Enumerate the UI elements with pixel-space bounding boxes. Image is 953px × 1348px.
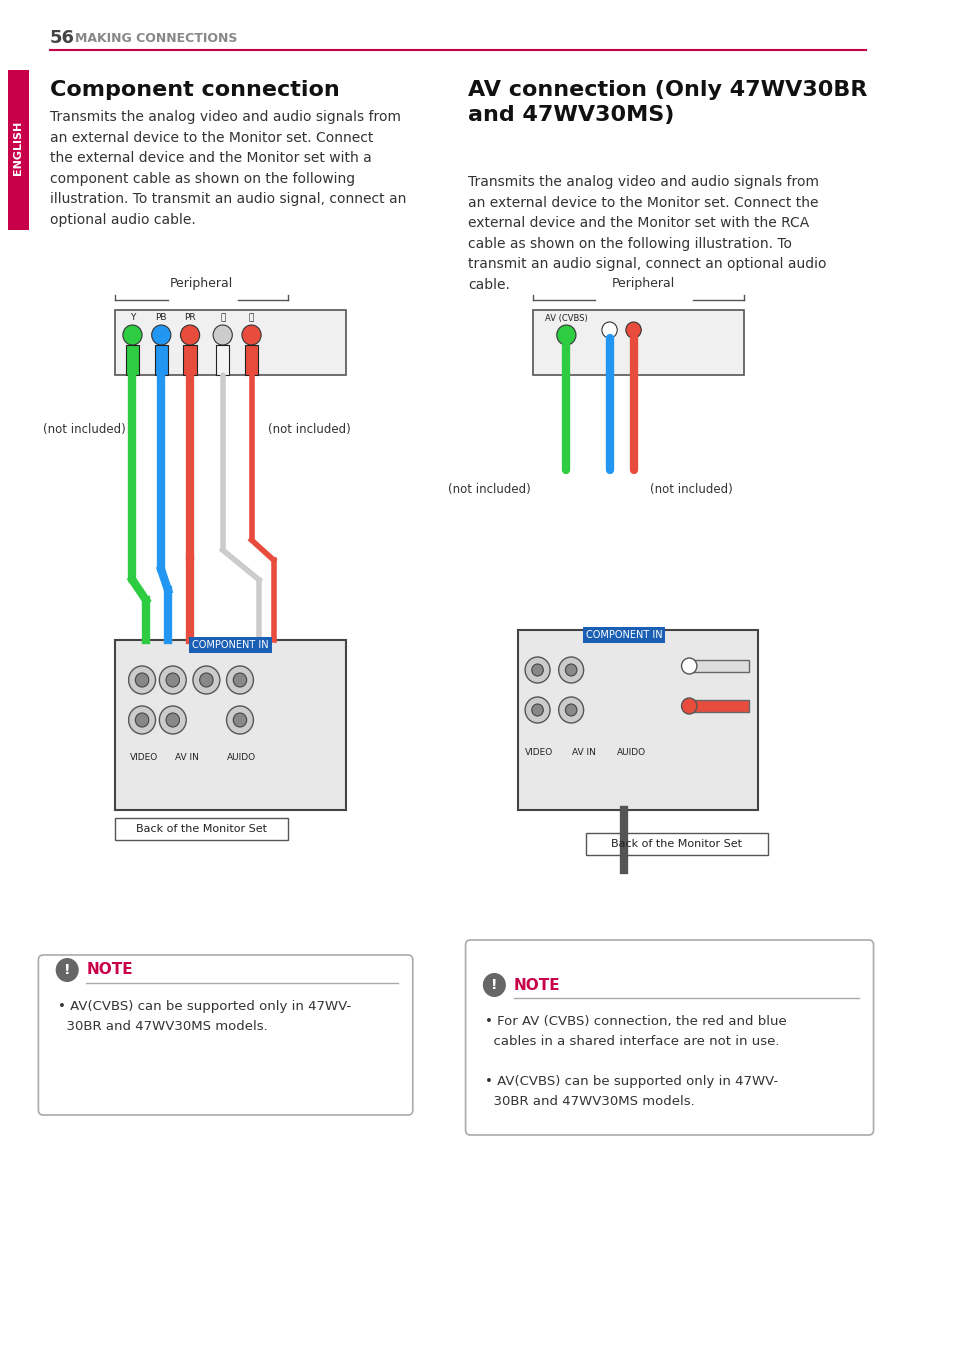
Circle shape (557, 325, 576, 345)
Circle shape (524, 656, 550, 683)
Text: (not included): (not included) (448, 484, 531, 496)
Text: AUIDO: AUIDO (227, 754, 256, 762)
Circle shape (565, 704, 577, 716)
Text: AV (CVBS): AV (CVBS) (544, 314, 587, 322)
FancyBboxPatch shape (215, 345, 229, 375)
Text: Peripheral: Peripheral (611, 276, 674, 290)
Text: COMPONENT IN: COMPONENT IN (585, 630, 661, 640)
Circle shape (166, 673, 179, 687)
Text: MAKING CONNECTIONS: MAKING CONNECTIONS (74, 31, 237, 44)
FancyBboxPatch shape (183, 345, 196, 375)
Circle shape (531, 665, 543, 675)
Text: Ⓛ: Ⓛ (220, 314, 225, 322)
Circle shape (159, 706, 186, 735)
Text: (not included): (not included) (268, 423, 350, 437)
Circle shape (558, 697, 583, 723)
Text: VIDEO: VIDEO (525, 748, 553, 758)
Circle shape (625, 322, 640, 338)
Circle shape (166, 713, 179, 727)
Text: COMPONENT IN: COMPONENT IN (192, 640, 269, 650)
Circle shape (135, 673, 149, 687)
Circle shape (680, 698, 697, 714)
Circle shape (531, 704, 543, 716)
Circle shape (152, 325, 171, 345)
FancyBboxPatch shape (126, 345, 139, 375)
Text: !: ! (64, 962, 71, 977)
Circle shape (129, 666, 155, 694)
Circle shape (558, 656, 583, 683)
FancyBboxPatch shape (465, 940, 873, 1135)
Circle shape (601, 322, 617, 338)
Circle shape (226, 666, 253, 694)
Circle shape (242, 325, 261, 345)
Circle shape (129, 706, 155, 735)
Circle shape (213, 325, 233, 345)
Circle shape (159, 666, 186, 694)
Text: Peripheral: Peripheral (170, 276, 233, 290)
Circle shape (193, 666, 219, 694)
Text: Transmits the analog video and audio signals from
an external device to the Moni: Transmits the analog video and audio sig… (50, 111, 406, 226)
FancyBboxPatch shape (585, 833, 767, 855)
Circle shape (482, 973, 505, 998)
FancyBboxPatch shape (115, 310, 345, 375)
Text: !: ! (491, 979, 497, 992)
Circle shape (123, 325, 142, 345)
Text: Component connection: Component connection (50, 80, 339, 100)
Circle shape (55, 958, 79, 981)
Circle shape (199, 673, 213, 687)
FancyBboxPatch shape (115, 640, 345, 810)
Text: ENGLISH: ENGLISH (13, 121, 23, 175)
FancyBboxPatch shape (38, 954, 413, 1115)
Circle shape (233, 673, 247, 687)
Text: (not included): (not included) (43, 423, 126, 437)
Text: PB: PB (155, 314, 167, 322)
Text: PR: PR (184, 314, 195, 322)
Circle shape (233, 713, 247, 727)
FancyBboxPatch shape (8, 70, 29, 231)
Text: • For AV (CVBS) connection, the red and blue
  cables in a shared interface are : • For AV (CVBS) connection, the red and … (484, 1015, 785, 1108)
Text: NOTE: NOTE (87, 962, 132, 977)
Text: Ⓡ: Ⓡ (249, 314, 253, 322)
Text: Y: Y (130, 314, 135, 322)
Circle shape (180, 325, 199, 345)
Circle shape (226, 706, 253, 735)
FancyBboxPatch shape (245, 345, 258, 375)
Circle shape (524, 697, 550, 723)
Text: AUIDO: AUIDO (617, 748, 645, 758)
Text: Back of the Monitor Set: Back of the Monitor Set (611, 838, 741, 849)
Circle shape (135, 713, 149, 727)
Text: Transmits the analog video and audio signals from
an external device to the Moni: Transmits the analog video and audio sig… (468, 175, 826, 293)
FancyBboxPatch shape (690, 661, 748, 673)
FancyBboxPatch shape (517, 630, 758, 810)
Text: AV IN: AV IN (175, 754, 199, 762)
Text: (not included): (not included) (649, 484, 732, 496)
FancyBboxPatch shape (690, 700, 748, 712)
FancyBboxPatch shape (532, 310, 743, 375)
Text: • AV(CVBS) can be supported only in 47WV-
  30BR and 47WV30MS models.: • AV(CVBS) can be supported only in 47WV… (57, 1000, 351, 1033)
FancyBboxPatch shape (154, 345, 168, 375)
Text: Back of the Monitor Set: Back of the Monitor Set (136, 824, 267, 834)
Text: AV IN: AV IN (571, 748, 595, 758)
Circle shape (680, 658, 697, 674)
Circle shape (565, 665, 577, 675)
FancyBboxPatch shape (115, 818, 288, 840)
Text: NOTE: NOTE (513, 977, 559, 992)
Text: AV connection (Only 47WV30BR
and 47WV30MS): AV connection (Only 47WV30BR and 47WV30M… (468, 80, 867, 125)
Text: VIDEO: VIDEO (130, 754, 158, 762)
Text: 56: 56 (50, 30, 75, 47)
